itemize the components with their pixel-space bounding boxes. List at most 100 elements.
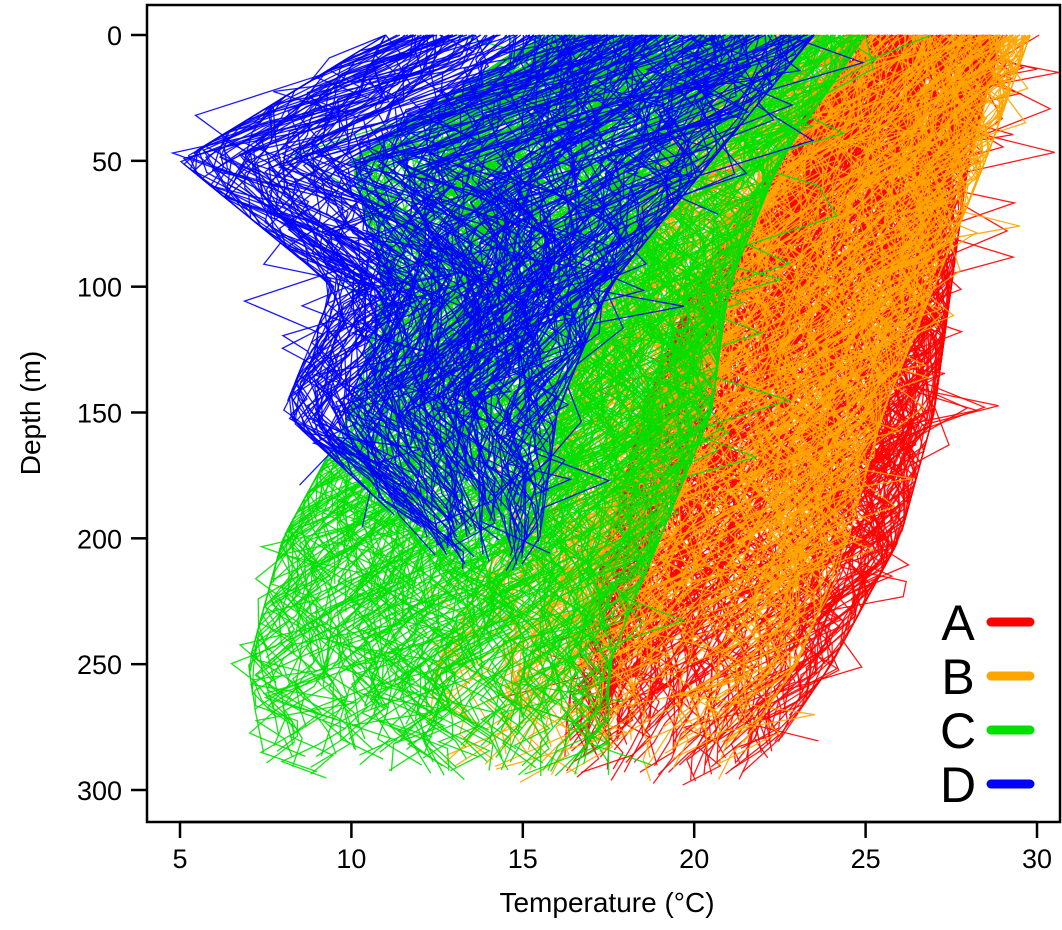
profile-line: [501, 34, 806, 542]
profile-line: [600, 34, 926, 740]
profile-line: [400, 34, 571, 445]
profile-line: [464, 34, 654, 282]
profile-line: [477, 34, 693, 377]
profile-line: [288, 34, 463, 493]
legend-item-a: A: [941, 595, 1035, 651]
profile-line: [778, 34, 985, 483]
x-tick-label: 5: [172, 844, 187, 874]
profile-line: [731, 34, 1001, 646]
profile-line: [491, 34, 773, 496]
legend-label: C: [940, 703, 976, 759]
profile-line: [646, 34, 858, 523]
profile-line: [463, 34, 657, 497]
profile-line: [192, 34, 405, 509]
profile-line: [766, 34, 986, 515]
profile-line: [681, 34, 908, 570]
profile-line: [725, 34, 939, 633]
profile-line: [309, 34, 474, 519]
profile-line: [467, 34, 701, 368]
profile-line: [786, 34, 1026, 569]
legend-label: A: [941, 595, 975, 651]
profile-line: [491, 34, 708, 554]
profile-line: [360, 34, 576, 390]
y-tick-label: 200: [77, 524, 122, 554]
x-tick-label: 30: [1022, 844, 1052, 874]
profile-line: [723, 34, 1025, 745]
profile-line: [284, 34, 590, 767]
profile-line: [349, 34, 549, 525]
profile-line: [306, 34, 475, 556]
profile-line: [520, 34, 813, 728]
profile-line: [297, 34, 449, 549]
profile-line: [266, 34, 438, 460]
profile-line: [522, 34, 782, 548]
profile-line: [507, 34, 794, 491]
y-tick-label: 300: [77, 776, 122, 806]
profile-line: [564, 34, 834, 775]
profile-line: [641, 34, 842, 461]
series-d-profiles: [170, 34, 865, 572]
legend-item-c: C: [940, 703, 1035, 759]
profile-line: [320, 34, 550, 565]
profile-line: [569, 34, 833, 767]
profile-line: [571, 34, 845, 611]
profile-line: [455, 34, 721, 510]
y-axis: 0 50 100 150 200 250 300: [77, 21, 147, 806]
profile-line: [639, 34, 950, 729]
profile-line: [830, 34, 1031, 522]
profile-line: [748, 34, 1026, 677]
profile-line: [453, 34, 654, 425]
profile-line: [323, 34, 629, 528]
x-tick-label: 20: [679, 844, 709, 874]
profile-line: [282, 34, 474, 455]
profile-line: [434, 34, 609, 525]
profile-line: [765, 34, 1013, 605]
profile-line: [638, 34, 841, 444]
profile-line: [268, 34, 464, 349]
profile-line: [784, 34, 1031, 609]
profile-line: [737, 34, 935, 531]
profile-line: [369, 34, 669, 767]
profile-line: [738, 34, 964, 538]
profile-line: [744, 34, 911, 484]
y-tick-label: 0: [107, 21, 122, 51]
profile-line: [463, 34, 814, 514]
profile-line: [302, 34, 501, 318]
profile-line: [742, 34, 1004, 700]
legend-item-b: B: [941, 649, 1035, 705]
series-layer: [170, 34, 1060, 786]
profile-line: [570, 34, 873, 745]
profile-line: [483, 34, 791, 734]
profile-line: [358, 34, 593, 530]
profile-line: [297, 34, 453, 507]
profile-line: [535, 34, 642, 291]
profile-line: [411, 34, 563, 374]
profile-line: [474, 34, 649, 296]
profile-line: [347, 34, 551, 558]
profile-line: [474, 34, 706, 387]
profile-line: [310, 34, 449, 501]
profile-line: [365, 34, 555, 486]
profile-line: [238, 34, 481, 305]
y-tick-label: 100: [77, 273, 122, 303]
profile-line: [431, 34, 802, 446]
profile-line: [379, 34, 633, 458]
profile-line: [192, 34, 433, 528]
profile-line: [243, 34, 450, 383]
profile-line: [533, 34, 829, 587]
profile-line: [256, 34, 482, 452]
profile-line: [465, 34, 724, 416]
profile-line: [288, 34, 522, 488]
legend-label: B: [941, 649, 974, 705]
profile-line: [580, 34, 801, 355]
profile-line: [577, 34, 876, 647]
profile-line: [567, 34, 811, 633]
plot-area: [170, 34, 1060, 786]
profile-line: [264, 34, 435, 536]
profile-line: [649, 34, 916, 587]
profile-line: [743, 34, 1031, 743]
profile-line: [588, 34, 867, 719]
profile-line: [390, 34, 609, 375]
